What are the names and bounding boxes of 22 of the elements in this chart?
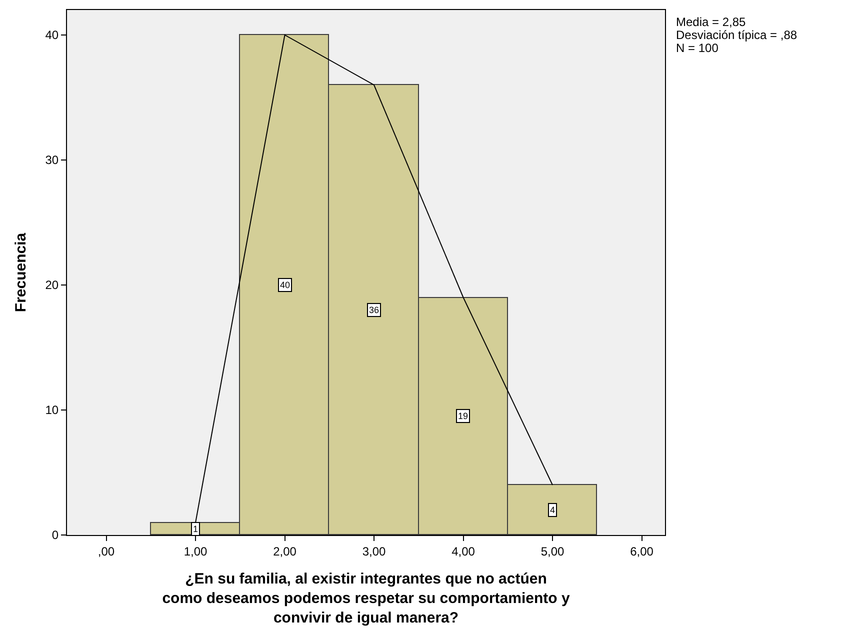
- data-label: 1: [193, 524, 198, 534]
- x-tick-label: 1,00: [184, 544, 208, 558]
- y-tick-label: 20: [45, 278, 59, 292]
- data-label: 40: [280, 280, 290, 290]
- text: Desviación típica = ,88: [676, 28, 798, 42]
- data-label: 36: [369, 305, 380, 315]
- x-tick-label: ,00: [98, 544, 115, 558]
- data-label: 4: [550, 505, 556, 515]
- x-axis-title: ¿En su familia, al existir integrantes que no actúen como deseamos podemos respetar su comportamiento y convivir de igual manera?: [162, 570, 570, 626]
- data-label: 19: [458, 411, 468, 421]
- y-tick-label: 10: [45, 403, 59, 418]
- y-tick-label: 30: [45, 153, 59, 168]
- text: Media = 2,85: [676, 15, 746, 29]
- x-tick-label: 3,00: [362, 544, 386, 558]
- x-tick-label: 6,00: [630, 544, 654, 558]
- text: N = 100: [676, 41, 719, 55]
- x-tick-label: 4,00: [452, 544, 476, 558]
- x-tick-label: 2,00: [273, 544, 297, 558]
- y-tick-label: 0: [52, 528, 59, 542]
- x-tick-label: 5,00: [540, 544, 565, 558]
- y-axis-title: Frecuencia: [12, 232, 30, 312]
- y-tick-label: 40: [45, 28, 59, 42]
